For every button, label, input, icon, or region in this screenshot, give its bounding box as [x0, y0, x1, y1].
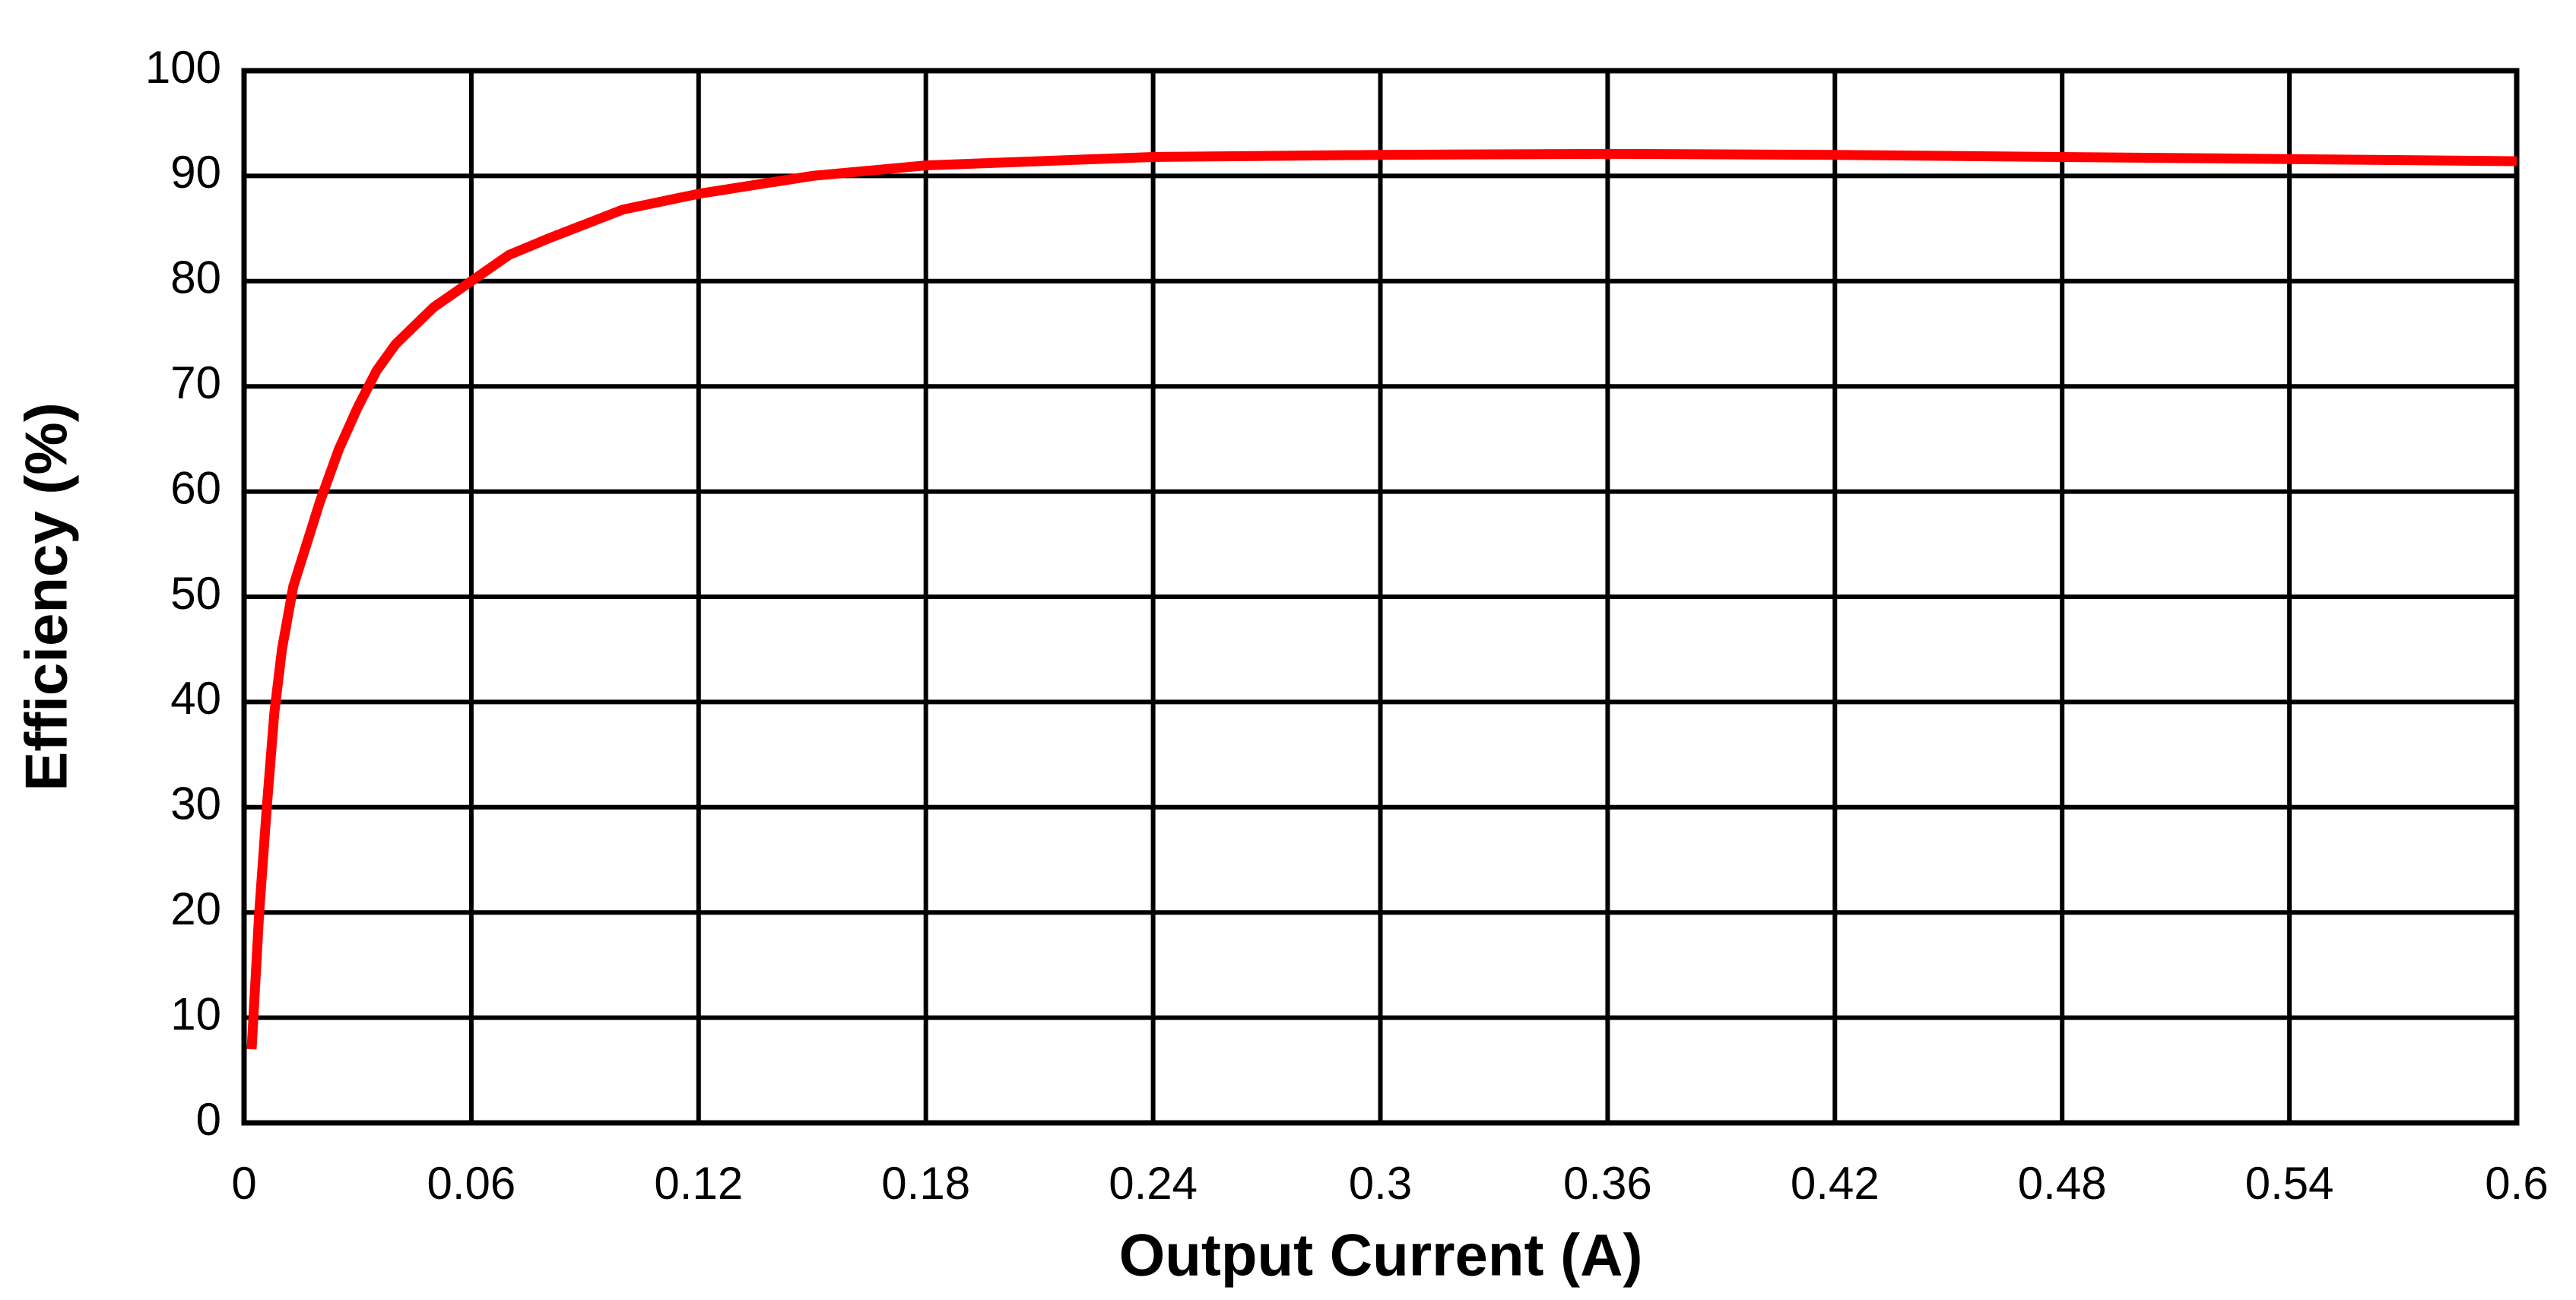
x-tick-label: 0.6 — [2485, 1158, 2548, 1209]
y-axis-label: Efficiency (%) — [13, 402, 80, 791]
y-tick-label: 50 — [170, 568, 221, 619]
x-tick-label: 0.48 — [2018, 1158, 2107, 1209]
y-tick-label: 80 — [170, 252, 221, 303]
x-tick-label: 0.24 — [1109, 1158, 1198, 1209]
y-tick-label: 60 — [170, 462, 221, 513]
y-tick-label: 90 — [170, 147, 221, 198]
x-tick-label: 0.3 — [1349, 1158, 1412, 1209]
y-tick-label: 30 — [170, 778, 221, 829]
plot-frame — [241, 68, 2520, 1126]
x-axis-label: Output Current (A) — [1119, 1222, 1643, 1289]
x-tick-label: 0 — [231, 1158, 256, 1209]
data-line — [246, 148, 2517, 1050]
y-tick-label: 0 — [196, 1094, 221, 1145]
y-tick-label: 40 — [170, 673, 221, 724]
x-tick-label: 0.18 — [881, 1158, 970, 1209]
y-tick-label: 70 — [170, 357, 221, 408]
x-tick-label: 0.36 — [1563, 1158, 1652, 1209]
y-tick-label: 100 — [145, 42, 221, 93]
x-tick-label: 0.12 — [654, 1158, 743, 1209]
x-tick-label: 0.42 — [1791, 1158, 1880, 1209]
y-tick-label: 10 — [170, 988, 221, 1039]
y-tick-label: 20 — [170, 883, 221, 934]
x-tick-label: 0.06 — [427, 1158, 516, 1209]
x-tick-label: 0.54 — [2245, 1158, 2334, 1209]
